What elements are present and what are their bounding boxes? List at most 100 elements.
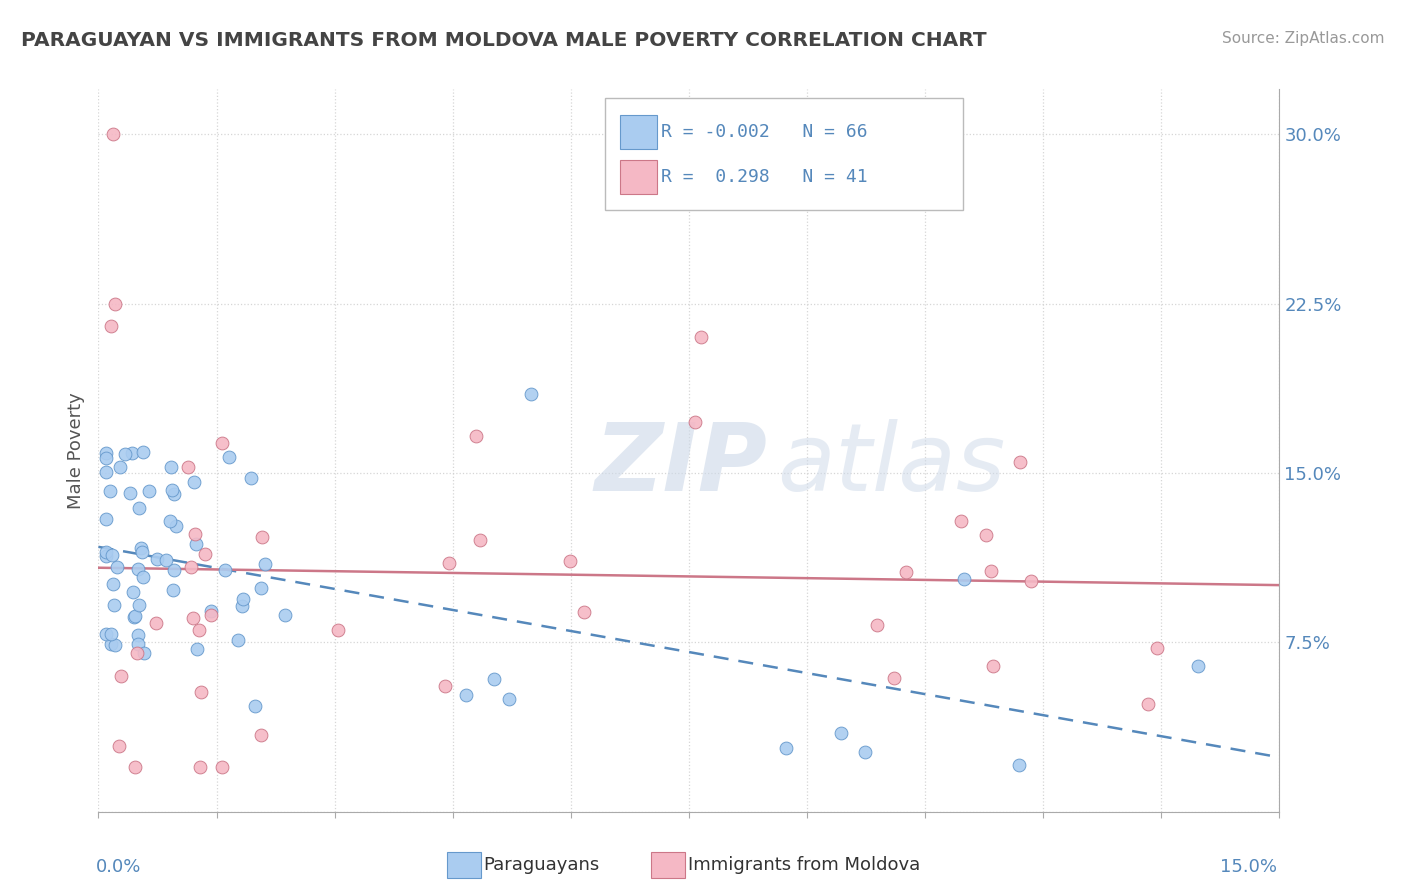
Point [775,741,797,756]
Point [183,526,205,541]
Point [114,447,136,461]
Point [129,541,152,556]
Point [124,608,146,623]
Point [103,577,125,591]
Point [226,632,249,647]
Point [470,533,492,547]
Point [482,672,505,686]
Point [127,637,149,651]
Point [572,605,595,619]
Point [188,759,211,773]
Point [159,460,181,475]
Point [211,759,233,773]
Point [1010,455,1032,469]
Point [464,428,486,442]
Point [1019,574,1042,589]
Point [96,512,118,526]
Point [125,646,148,660]
Point [134,646,156,660]
Point [110,668,132,682]
Point [883,671,905,685]
Point [498,692,520,706]
Point [163,563,186,577]
Point [1187,659,1209,673]
Point [105,560,128,574]
Point [853,745,876,759]
Point [100,548,122,562]
Point [162,483,184,497]
Point [683,415,706,429]
Point [124,759,146,773]
Point [96,465,118,479]
Point [434,679,457,693]
Point [183,475,205,489]
Point [250,530,273,544]
Point [250,728,273,742]
Point [121,445,143,459]
Point [253,557,276,571]
Text: ZIP: ZIP [595,419,768,511]
Point [101,128,124,142]
Point [950,514,973,528]
Text: Immigrants from Moldova: Immigrants from Moldova [688,856,920,874]
Point [214,563,236,577]
Point [186,641,208,656]
Point [454,688,477,702]
Point [155,553,177,567]
Point [96,627,118,641]
Point [131,544,153,558]
Point [177,459,200,474]
Point [558,554,581,568]
Point [146,552,169,566]
Point [104,638,127,652]
Point [163,486,186,500]
Point [131,570,153,584]
Point [1146,641,1168,656]
Point [896,565,918,579]
Point [520,387,543,401]
Point [96,450,118,465]
Point [100,627,122,641]
Point [974,528,997,542]
Point [108,460,131,475]
Point [128,598,150,612]
Point [190,684,212,698]
Point [200,604,222,618]
Point [1137,698,1160,712]
Point [273,607,295,622]
Point [181,611,204,625]
Point [100,319,122,334]
Point [437,557,460,571]
Text: R = -0.002   N = 66: R = -0.002 N = 66 [661,123,868,141]
Point [180,559,202,574]
Text: PARAGUAYAN VS IMMIGRANTS FROM MOLDOVA MALE POVERTY CORRELATION CHART: PARAGUAYAN VS IMMIGRANTS FROM MOLDOVA MA… [21,31,987,50]
Point [138,484,160,499]
Point [981,659,1004,673]
Point [107,739,129,753]
Point [186,537,208,551]
Point [211,436,233,450]
Text: 0.0%: 0.0% [96,858,141,876]
Point [127,562,149,576]
Y-axis label: Male Poverty: Male Poverty [66,392,84,508]
Point [122,609,145,624]
Point [194,547,217,561]
Point [120,485,142,500]
Point [232,592,254,607]
Point [159,515,181,529]
Point [1008,757,1031,772]
Point [328,624,350,638]
Point [122,585,145,599]
Point [249,582,271,596]
Text: R =  0.298   N = 41: R = 0.298 N = 41 [661,168,868,186]
Point [165,519,187,533]
Text: 15.0%: 15.0% [1219,858,1277,876]
Point [243,699,266,714]
Point [200,608,222,623]
Text: Source: ZipAtlas.com: Source: ZipAtlas.com [1222,31,1385,46]
Point [96,549,118,563]
Point [127,628,149,642]
Point [96,544,118,558]
Text: atlas: atlas [778,419,1005,510]
Point [128,501,150,516]
